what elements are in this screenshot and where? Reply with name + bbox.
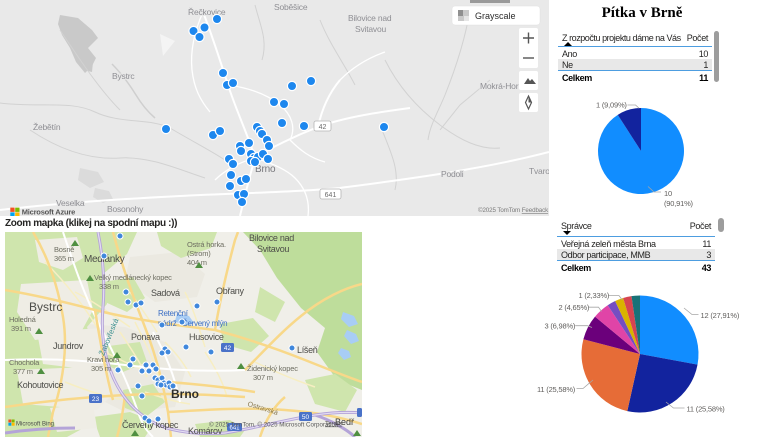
svg-text:nádrž: nádrž: [158, 319, 177, 328]
svg-text:1 (2,33%): 1 (2,33%): [579, 291, 610, 300]
svg-text:23: 23: [92, 396, 100, 403]
svg-text:Bilovice nad: Bilovice nad: [249, 233, 294, 243]
svg-text:42: 42: [224, 345, 232, 352]
svg-text:12 (27,91%): 12 (27,91%): [701, 311, 740, 320]
svg-text:Medlánky: Medlánky: [84, 254, 125, 265]
svg-text:© 2025 TomTom, © 2025 Microsof: © 2025 TomTom, © 2025 Microsoft Corporat…: [209, 422, 339, 429]
svg-text:307 m: 307 m: [253, 373, 273, 382]
svg-text:Bosně: Bosně: [54, 245, 74, 254]
svg-text:Bilovice nad: Bilovice nad: [348, 13, 392, 23]
svg-text:Komárov: Komárov: [188, 426, 223, 436]
svg-text:(Strom): (Strom): [187, 249, 211, 258]
svg-text:Žebětín: Žebětín: [33, 122, 61, 132]
svg-text:11 (25,58%): 11 (25,58%): [537, 385, 576, 394]
svg-text:Červený kopec: Červený kopec: [122, 420, 179, 430]
svg-text:Svitavou: Svitavou: [257, 244, 289, 254]
svg-text:305 m: 305 m: [91, 364, 111, 373]
svg-text:2 (4,65%): 2 (4,65%): [559, 303, 590, 312]
svg-text:391 m: 391 m: [11, 324, 31, 333]
svg-text:Obřany: Obřany: [216, 286, 245, 296]
svg-text:338 m: 338 m: [99, 282, 119, 291]
svg-text:Jundrov: Jundrov: [53, 341, 84, 351]
svg-text:Červený mlýn: Červený mlýn: [182, 319, 227, 328]
svg-text:Ponava: Ponava: [131, 332, 160, 342]
svg-text:Husovice: Husovice: [189, 332, 224, 342]
svg-text:Podoli: Podoli: [441, 169, 464, 179]
svg-text:Líšeň: Líšeň: [297, 345, 318, 355]
svg-text:Kohoutovice: Kohoutovice: [17, 380, 64, 390]
svg-text:377 m: 377 m: [13, 367, 33, 376]
svg-text:365 m: 365 m: [54, 254, 74, 263]
svg-text:(90,91%): (90,91%): [664, 199, 694, 208]
svg-text:Brno: Brno: [171, 387, 199, 401]
svg-text:Microsoft Bing: Microsoft Bing: [16, 422, 54, 428]
svg-text:42: 42: [319, 124, 327, 131]
svg-text:Mokrá-Hor: Mokrá-Hor: [480, 81, 519, 91]
svg-text:Veselka: Veselka: [56, 198, 85, 208]
svg-text:Microsoft Azure: Microsoft Azure: [22, 208, 75, 217]
svg-text:404 m: 404 m: [187, 258, 207, 267]
svg-text:Brno: Brno: [255, 164, 276, 175]
svg-text:Velký medlánecký kopec: Velký medlánecký kopec: [94, 273, 172, 282]
svg-text:Terms: Terms: [325, 421, 342, 428]
svg-text:Retenční: Retenční: [158, 309, 189, 318]
svg-text:Holedná: Holedná: [9, 315, 37, 324]
svg-text:Grayscale: Grayscale: [475, 11, 516, 21]
svg-text:641: 641: [325, 192, 337, 199]
svg-text:Židenický kopec: Židenický kopec: [247, 364, 298, 373]
svg-text:10: 10: [664, 189, 672, 198]
svg-text:Bystrc: Bystrc: [112, 71, 135, 81]
svg-text:Kravi hora: Kravi hora: [87, 355, 120, 364]
svg-text:©2025 TomTom Feedback: ©2025 TomTom Feedback: [478, 207, 549, 214]
svg-text:Tvaro: Tvaro: [529, 166, 549, 176]
svg-text:1 (9,09%): 1 (9,09%): [596, 101, 627, 110]
svg-text:Bedř: Bedř: [335, 417, 355, 427]
svg-text:Bystrc: Bystrc: [29, 300, 62, 314]
svg-text:Svitavou: Svitavou: [355, 24, 386, 34]
svg-text:50: 50: [302, 414, 310, 421]
svg-text:Chochola: Chochola: [9, 358, 40, 367]
svg-text:Bosonohy: Bosonohy: [107, 204, 144, 214]
svg-text:11 (25,58%): 11 (25,58%): [687, 405, 726, 414]
svg-text:Sadová: Sadová: [151, 288, 180, 298]
svg-text:3 (6,98%): 3 (6,98%): [545, 322, 576, 331]
svg-text:641: 641: [229, 426, 240, 432]
svg-text:Soběšice: Soběšice: [274, 2, 308, 12]
svg-text:Ostrá horka.: Ostrá horka.: [187, 240, 226, 249]
